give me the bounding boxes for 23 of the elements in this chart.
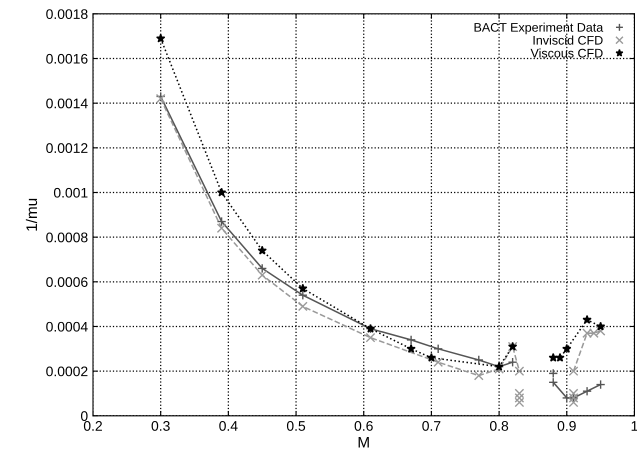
x-tick-label: 0.3: [152, 421, 170, 431]
x-tick-label: 0.2: [84, 421, 102, 431]
y-tick-label: 0.0004: [46, 322, 88, 332]
y-tick-label: 0.0008: [46, 232, 88, 242]
x-tick-label: 0.6: [354, 421, 373, 431]
x-axis-title: M: [358, 436, 369, 448]
x-tick-label: 0.7: [422, 421, 440, 431]
x-tick-label: 0.5: [286, 421, 306, 431]
y-tick-label: 0.0016: [46, 54, 88, 64]
y-axis-title: 1/mu: [26, 198, 38, 231]
y-tick-label: 0.0012: [46, 143, 88, 154]
y-tick-label: 0.0002: [46, 366, 88, 376]
y-tick-label: 0.0018: [46, 9, 88, 20]
y-tick-label: 0: [80, 411, 88, 421]
x-tick-label: 0.9: [558, 421, 576, 431]
legend-label: Viscous CFD: [530, 48, 603, 58]
y-tick-label: 0.001: [54, 188, 88, 198]
x-tick-label: 0.8: [490, 421, 508, 431]
legend-label: Inviscid CFD: [534, 36, 603, 45]
y-tick-label: 0.0006: [46, 277, 88, 287]
y-tick-label: 0.0014: [46, 98, 88, 108]
x-tick-label: 0.4: [219, 421, 238, 431]
legend-label: BACT Experiment Data: [474, 22, 604, 34]
